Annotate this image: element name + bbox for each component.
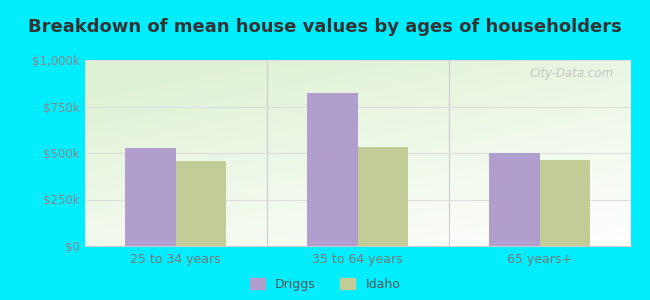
Bar xyxy=(125,148,176,246)
Text: City-Data.com: City-Data.com xyxy=(530,68,614,80)
Bar xyxy=(540,160,590,246)
Bar xyxy=(307,92,358,246)
Bar xyxy=(489,153,540,246)
Legend: Driggs, Idaho: Driggs, Idaho xyxy=(250,278,400,291)
Bar xyxy=(358,147,408,246)
Bar xyxy=(176,161,226,246)
Text: Breakdown of mean house values by ages of householders: Breakdown of mean house values by ages o… xyxy=(28,18,622,36)
